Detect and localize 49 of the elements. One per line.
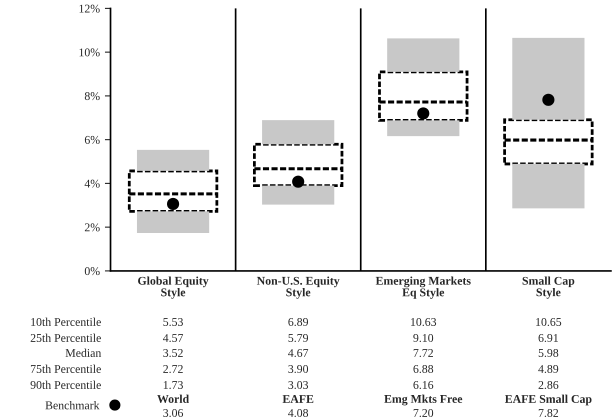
point (292, 176, 304, 188)
x-tick-label: Non-U.S. Equity Style (256, 276, 340, 299)
text: 25th Percentile (30, 334, 101, 342)
text: 75th Percentile (30, 364, 101, 373)
text: 5.53 (163, 318, 183, 326)
text: 6.91 (538, 334, 558, 342)
text: Median (66, 348, 102, 357)
point (417, 107, 430, 120)
y-tick-label: 6% (84, 136, 100, 144)
x-tick-label: Small Cap Style (522, 276, 574, 299)
text: 3.06 (163, 408, 184, 418)
text: 10.65 (536, 318, 562, 326)
text: 4.08 (288, 408, 308, 418)
text: 2.72 (163, 365, 183, 374)
text: 1.73 (164, 381, 183, 390)
x-tick-label: Global Equity Style (138, 276, 209, 299)
y-tick-label: 12% (80, 4, 100, 13)
text: 3.52 (163, 349, 183, 358)
text: 10.63 (411, 318, 436, 326)
text: 90th Percentile (30, 380, 101, 389)
point (166, 198, 180, 210)
point (542, 94, 554, 106)
text: EAFE Small Cap (504, 394, 592, 406)
text: 7.20 (414, 408, 434, 418)
text: 3.90 (288, 364, 308, 374)
text: Emg Mkts Free (384, 394, 462, 406)
text: 7.72 (414, 349, 433, 358)
y-tick-label: 0% (84, 267, 100, 276)
text: 10th Percentile (31, 318, 101, 326)
text: 7.82 (538, 408, 558, 418)
text: 5.79 (288, 334, 308, 342)
legend-label: Benchmark (45, 401, 100, 410)
x-tick-label: Emerging Markets Eq Style (376, 276, 471, 299)
y-tick-label: 10% (80, 48, 100, 56)
y-tick-label: 8% (84, 92, 100, 100)
text: 6.89 (288, 318, 308, 326)
text: 3.03 (288, 380, 308, 390)
text: 6.16 (413, 381, 434, 390)
text: World (157, 394, 190, 404)
text: 9.10 (413, 334, 434, 342)
text: 4.57 (162, 334, 184, 342)
text: 2.86 (538, 380, 558, 390)
text: 6.88 (413, 364, 434, 374)
text: 4.89 (538, 364, 558, 374)
text: 5.98 (538, 348, 558, 358)
y-tick-label: 4% (84, 180, 100, 188)
text: 4.67 (288, 349, 308, 358)
text: EAFE (282, 395, 314, 403)
y-tick-label: 2% (84, 223, 100, 232)
